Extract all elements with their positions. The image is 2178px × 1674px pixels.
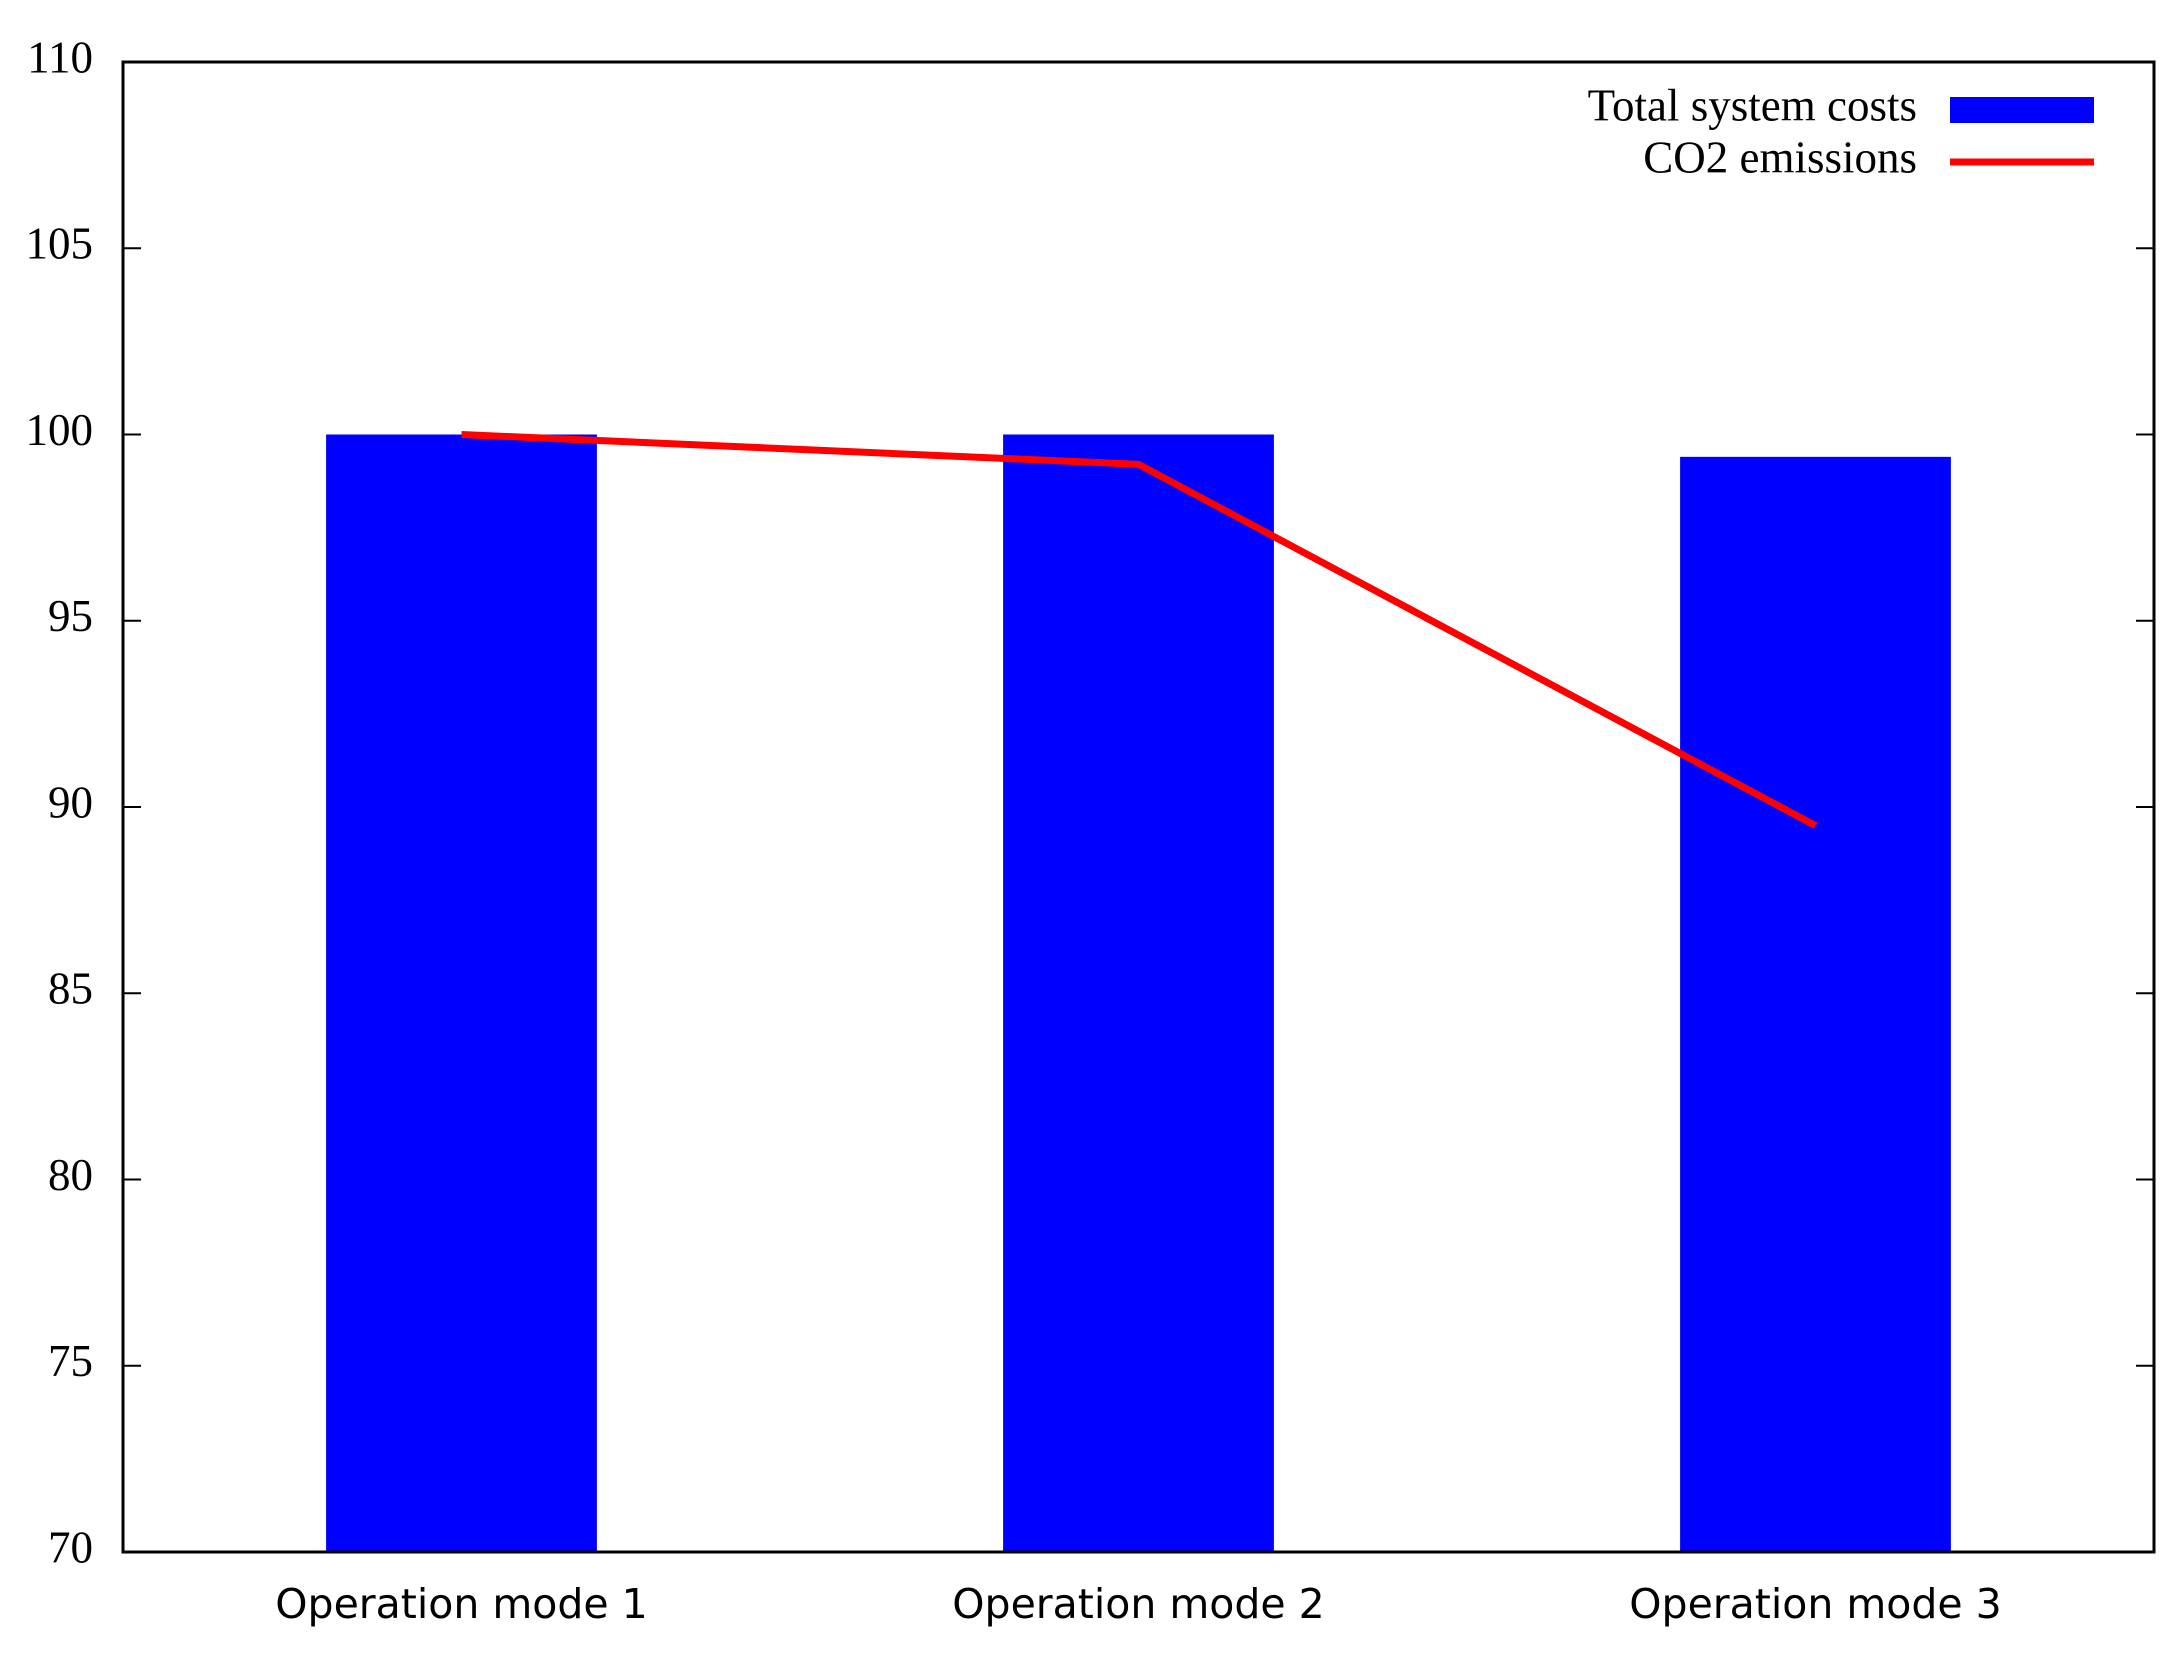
y-tick-label: 100 xyxy=(26,405,94,455)
y-tick-label: 85 xyxy=(48,964,93,1014)
x-tick-label: Operation mode 2 xyxy=(952,1580,1324,1628)
legend-swatch xyxy=(1950,97,2094,123)
bar xyxy=(1003,434,1274,1552)
y-tick-label: 70 xyxy=(48,1522,93,1572)
legend-label: Total system costs xyxy=(1588,80,1917,130)
y-tick-label: 95 xyxy=(48,591,93,641)
plot-frame xyxy=(121,60,2156,1554)
y-tick-label: 110 xyxy=(27,32,93,82)
x-tick-label: Operation mode 1 xyxy=(275,1580,647,1628)
x-tick-label: Operation mode 3 xyxy=(1629,1580,2001,1628)
y-tick-label: 90 xyxy=(48,777,93,827)
y-tick-label: 80 xyxy=(48,1150,93,1200)
bar xyxy=(326,434,597,1552)
legend-label: CO2 emissions xyxy=(1643,132,1917,182)
y-tick-label: 105 xyxy=(26,219,94,269)
bar xyxy=(1680,456,1951,1553)
y-tick-label: 75 xyxy=(48,1336,93,1386)
line xyxy=(461,431,1818,829)
